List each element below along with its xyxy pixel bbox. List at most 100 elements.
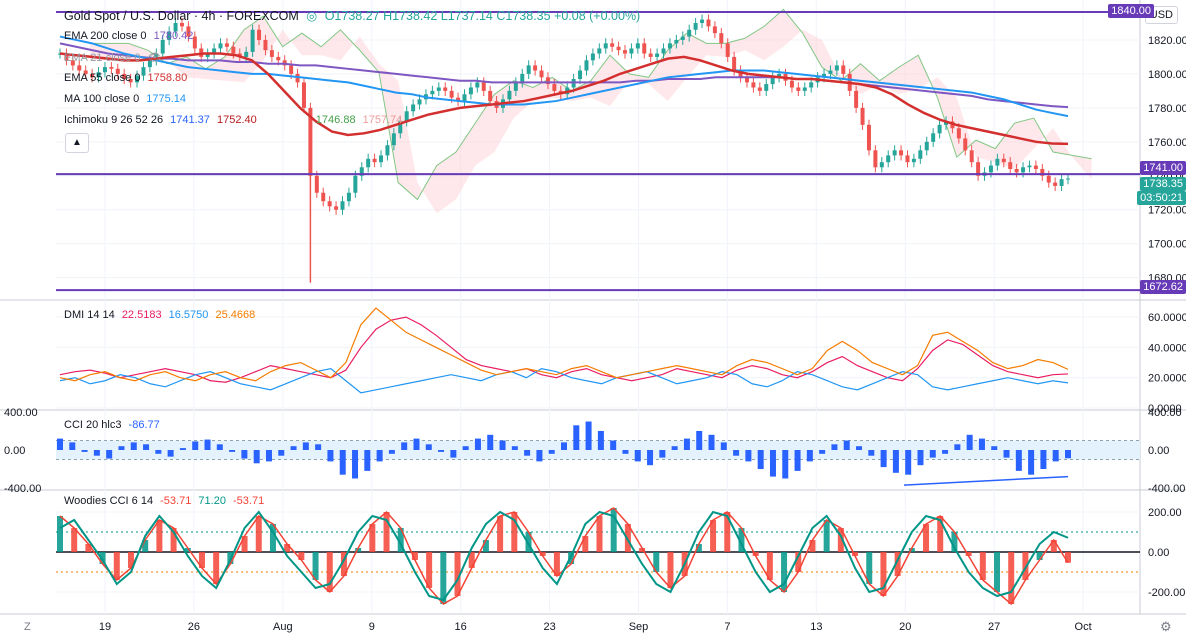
x-tick-label: 19 [99, 621, 111, 633]
candle-body [327, 201, 332, 207]
woodies-histogram-bar [837, 528, 844, 552]
price-tick-label: 1700.00 [1148, 239, 1186, 251]
legend-ema55-label: EMA 55 close 0 [64, 72, 141, 84]
legend-ema55[interactable]: EMA 55 close 0 1758.80 [64, 72, 191, 84]
x-tick-label: 7 [724, 621, 730, 633]
legend-ema200-label: EMA 200 close 0 [64, 30, 147, 42]
legend-ema21[interactable]: EMA 21 close 0 👁 [64, 51, 165, 64]
legend-ema200[interactable]: EMA 200 close 0 1780.42 [64, 30, 197, 42]
candle-body [931, 133, 936, 142]
candle-body [314, 175, 319, 193]
legend-ichimoku[interactable]: Ichimoku 9 26 52 26 1741.37 1752.40 1746… [64, 114, 406, 126]
x-tick-label: 16 [455, 621, 467, 633]
woodies-histogram-bar [397, 528, 404, 552]
candle-body [796, 87, 801, 91]
cci-bar [720, 442, 727, 450]
candle-body [905, 155, 910, 163]
collapse-legend-button[interactable]: ▲ [65, 133, 89, 153]
candle-body [706, 19, 711, 27]
candle-body [886, 155, 891, 163]
woodies-histogram-bar [1022, 552, 1029, 580]
woodies-tick-label: 200.00 [1148, 507, 1182, 519]
candle-body [346, 192, 351, 202]
cci-bar [487, 434, 494, 450]
cci-bar [819, 450, 826, 454]
candle-body [610, 43, 615, 47]
candle-body [680, 36, 685, 40]
legend-dmi-label: DMI 14 14 [64, 309, 115, 321]
eye-off-icon[interactable]: 👁 [147, 52, 162, 64]
chart-title-row: Gold Spot / U.S. Dollar · 4h · FOREXCOM … [64, 8, 644, 23]
status-dot-icon: ◎ [306, 9, 318, 23]
candle-body [468, 87, 473, 95]
woodies-histogram-bar [298, 552, 305, 560]
legend-ma100[interactable]: MA 100 close 0 1775.14 [64, 93, 190, 105]
candle-body [417, 99, 422, 105]
resistance-price-tag: 1741.00 [1140, 161, 1186, 175]
candle-body [224, 43, 229, 47]
woodies-histogram-bar [355, 548, 362, 552]
candle-body [366, 158, 371, 168]
ichimoku-span-a [90, 8, 1092, 201]
candle-body [539, 70, 544, 78]
legend-dmi-v1: 22.5183 [121, 309, 162, 321]
woodies-histogram-bar [553, 552, 560, 576]
ema55-line [59, 52, 1069, 146]
candle-body [969, 150, 974, 163]
candle-body [436, 87, 441, 91]
cci-bar [745, 450, 752, 462]
zoom-reset-button[interactable]: Z [24, 621, 31, 633]
candle-body [147, 60, 152, 68]
candle-body [667, 43, 672, 49]
woodies-histogram-bar [170, 528, 177, 552]
candle-body [1008, 162, 1013, 169]
candle-body [584, 60, 589, 71]
candle-body [411, 104, 416, 112]
cci-bar [253, 450, 260, 464]
woodies-histogram-bar [809, 540, 816, 552]
cci-bar [708, 434, 715, 450]
cci-left-tick-label: 0.00 [4, 445, 25, 457]
woodies-histogram-bar [908, 548, 915, 552]
woodies-tick-label: -200.00 [1148, 587, 1185, 599]
woodies-histogram-bar [468, 552, 475, 568]
legend-dmi[interactable]: DMI 14 14 22.5183 16.5750 25.4668 [64, 309, 259, 321]
x-tick-label: Aug [273, 621, 293, 633]
cci-bar [978, 438, 985, 450]
cci-bar [499, 440, 506, 450]
settings-gear-icon[interactable]: ⚙ [1160, 619, 1172, 634]
woodies-histogram-bar [255, 516, 262, 552]
cci-bar [597, 431, 604, 450]
woodies-histogram-bar [695, 544, 702, 552]
candle-body [693, 22, 698, 30]
candle-body [430, 90, 435, 95]
woodies-histogram-bar [610, 508, 617, 552]
candle-body [700, 19, 705, 23]
woodies-histogram-bar [369, 524, 376, 552]
legend-dmi-v2: 16.5750 [168, 309, 209, 321]
candle-body [244, 51, 249, 57]
woodies-histogram-bar [440, 552, 447, 604]
candle-body [102, 67, 107, 73]
legend-cci[interactable]: CCI 20 hlc3 -86.77 [64, 419, 164, 431]
candle-body [115, 68, 120, 74]
woodies-histogram-bar [738, 528, 745, 552]
woodies-histogram-bar [667, 552, 674, 588]
cci-bar [659, 450, 666, 458]
legend-ichimoku-v2: 1752.40 [216, 114, 257, 126]
woodies-histogram-bar [1065, 552, 1071, 563]
legend-woodies-v3: -53.71 [233, 495, 265, 507]
legend-dmi-v3: 25.4668 [215, 309, 256, 321]
legend-cci-value: -86.77 [128, 419, 160, 431]
cci-bar [216, 444, 223, 450]
woodies-histogram-bar [1036, 552, 1043, 560]
cci-bar [229, 450, 236, 452]
candle-body [590, 53, 595, 61]
cci-bar [892, 450, 899, 473]
woodies-histogram-bar [383, 512, 390, 552]
legend-woodies[interactable]: Woodies CCI 6 14 -53.71 71.20 -53.71 [64, 495, 268, 507]
cci-bar [93, 450, 100, 456]
woodies-histogram-bar [823, 520, 830, 552]
